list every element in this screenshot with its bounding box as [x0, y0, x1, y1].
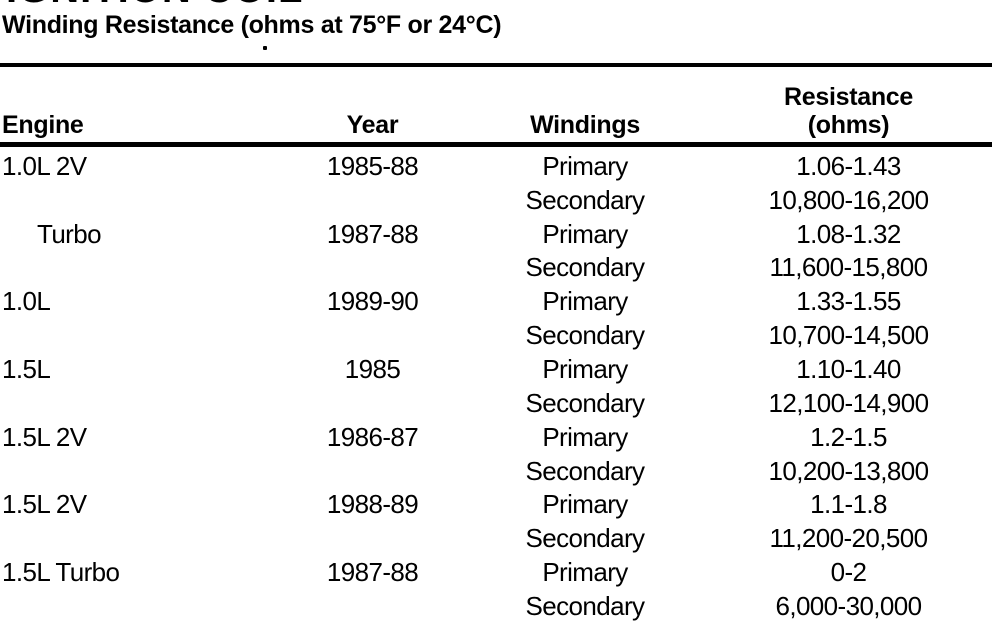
table-row: Turbo 1987-88 Primary 1.08-1.32 — [0, 217, 992, 251]
winding-cell: Secondary — [525, 387, 646, 418]
column-header-engine: Engine — [2, 111, 84, 139]
resistance-cell: 1.1-1.8 — [810, 489, 887, 520]
scan-artifact-dot — [263, 46, 267, 50]
engine-cell: 1.5L Turbo — [2, 557, 120, 588]
winding-cell: Primary — [542, 489, 628, 520]
engine-cell: 1.5L 2V — [2, 489, 87, 520]
year-cell: 1987-88 — [326, 218, 419, 249]
table-row: 1.5L Turbo 1987-88 Primary 0-2 — [0, 555, 992, 589]
engine-cell: Turbo — [37, 218, 102, 249]
winding-cell: Primary — [542, 557, 628, 588]
winding-cell: Secondary — [525, 184, 646, 215]
winding-cell: Secondary — [525, 590, 646, 621]
engine-cell: 1.5L 2V — [2, 421, 87, 452]
engine-cell: 1.0L — [2, 286, 51, 317]
winding-cell: Secondary — [525, 455, 646, 486]
winding-cell: Secondary — [525, 523, 646, 554]
year-cell: 1985 — [344, 353, 401, 384]
table-row: Secondary 11,600-15,800 — [0, 251, 992, 285]
resistance-cell: 1.33-1.55 — [796, 286, 901, 317]
winding-cell: Primary — [542, 353, 628, 384]
resistance-cell: 1.06-1.43 — [796, 150, 901, 181]
table-row: Secondary 10,700-14,500 — [0, 318, 992, 352]
year-cell: 1986-87 — [326, 421, 419, 452]
table-row: 1.5L 1985 Primary 1.10-1.40 — [0, 352, 992, 386]
table-body: 1.0L 2V 1985-88 Primary 1.06-1.43 Secondary 1… — [0, 149, 992, 623]
column-header-resistance-line1: Resistance — [783, 83, 914, 111]
page-title-clipped: IGNITION COIL — [6, 0, 506, 9]
resistance-cell: 11,600-15,800 — [769, 252, 929, 283]
resistance-cell: 6,000-30,000 — [775, 590, 922, 621]
winding-cell: Primary — [542, 286, 628, 317]
year-cell: 1988-89 — [326, 489, 419, 520]
header-divider-rule — [0, 142, 992, 147]
resistance-cell: 1.10-1.40 — [796, 353, 901, 384]
resistance-cell: 12,100-14,900 — [768, 387, 930, 418]
winding-cell: Secondary — [525, 320, 646, 351]
table-row: Secondary 12,100-14,900 — [0, 386, 992, 420]
winding-cell: Primary — [542, 218, 628, 249]
resistance-cell: 0-2 — [830, 557, 867, 588]
table-row: Secondary 11,200-20,500 — [0, 521, 992, 555]
table-header-row: Engine Year Windings Resistance (ohms) — [0, 78, 992, 141]
table-row: 1.0L 1989-90 Primary 1.33-1.55 — [0, 284, 992, 318]
winding-cell: Primary — [542, 421, 628, 452]
top-divider-rule — [0, 63, 992, 67]
resistance-cell: 1.08-1.32 — [796, 218, 901, 249]
table-row: Secondary 6,000-30,000 — [0, 589, 992, 623]
table-row: Secondary 10,200-13,800 — [0, 454, 992, 488]
engine-cell: 1.0L 2V — [2, 150, 87, 181]
column-header-windings: Windings — [530, 111, 640, 139]
table-row: Secondary 10,800-16,200 — [0, 183, 992, 217]
year-cell: 1987-88 — [326, 557, 419, 588]
column-header-year: Year — [346, 111, 399, 139]
resistance-cell: 10,800-16,200 — [768, 184, 930, 215]
resistance-cell: 10,200-13,800 — [768, 455, 930, 486]
table-row: 1.0L 2V 1985-88 Primary 1.06-1.43 — [0, 149, 992, 183]
engine-cell: 1.5L — [2, 353, 51, 384]
table-subtitle: Winding Resistance (ohms at 75°F or 24°C… — [2, 11, 502, 39]
winding-cell: Primary — [542, 150, 628, 181]
resistance-cell: 11,200-20,500 — [769, 523, 929, 554]
year-cell: 1985-88 — [326, 150, 419, 181]
resistance-cell: 10,700-14,500 — [768, 320, 930, 351]
page-title-text: IGNITION COIL — [6, 0, 506, 9]
year-cell: 1989-90 — [326, 286, 419, 317]
column-header-resistance: Resistance (ohms) — [705, 83, 992, 141]
winding-cell: Secondary — [525, 252, 646, 283]
table-row: 1.5L 2V 1988-89 Primary 1.1-1.8 — [0, 487, 992, 521]
table-row: 1.5L 2V 1986-87 Primary 1.2-1.5 — [0, 420, 992, 454]
column-header-resistance-line2: (ohms) — [807, 111, 890, 139]
resistance-cell: 1.2-1.5 — [810, 421, 887, 452]
